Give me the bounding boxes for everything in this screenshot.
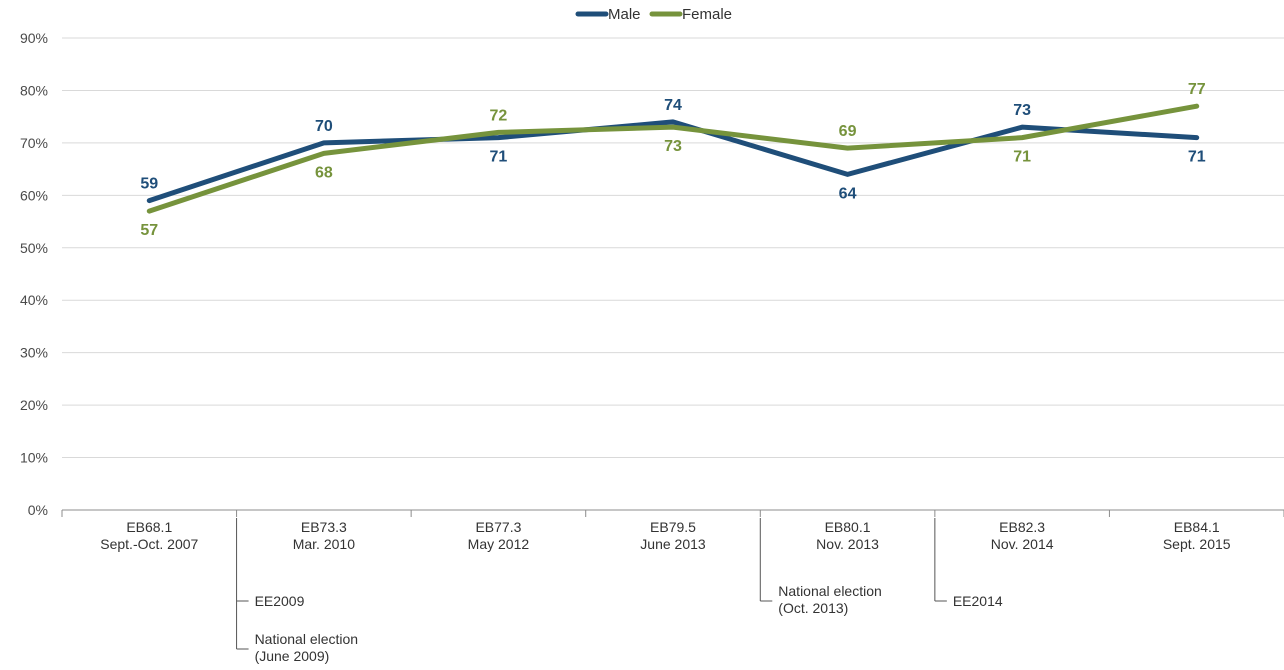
data-label-male: 73 <box>1013 102 1031 119</box>
data-label-male: 71 <box>490 149 508 166</box>
y-tick-label: 40% <box>20 292 48 308</box>
legend-label-male: Male <box>608 6 641 23</box>
y-tick-label: 70% <box>20 135 48 151</box>
data-label-female: 71 <box>1013 149 1031 166</box>
legend-label-female: Female <box>682 6 732 23</box>
x-tick-label: EB68.1 Sept.-Oct. 2007 <box>100 519 198 552</box>
data-label-female: 69 <box>839 123 857 140</box>
x-tick-label: EB82.3 Nov. 2014 <box>991 519 1054 552</box>
annotation-label: National election (June 2009) <box>255 631 359 664</box>
y-tick-label: 0% <box>28 502 48 518</box>
y-tick-label: 30% <box>20 345 48 361</box>
event-annotations: EE2009 National election (June 2009) Nation… <box>236 518 1003 664</box>
x-tick-label: EB84.1 Sept. 2015 <box>1163 519 1231 552</box>
x-tick-label: EB79.5 June 2013 <box>640 519 706 552</box>
series-line-male <box>146 119 1200 204</box>
y-tick-label: 90% <box>20 30 48 46</box>
data-label-female: 57 <box>140 222 158 239</box>
x-tick-label: EB80.1 Nov. 2013 <box>816 519 879 552</box>
data-label-male: 70 <box>315 118 333 135</box>
data-label-female: 77 <box>1188 81 1206 98</box>
annotation-label: EE2014 <box>953 593 1003 609</box>
annotation-label: EE2009 <box>255 593 305 609</box>
y-axis: 0% 10% 20% 30% 40% 50% 60% 70% 80% 90% <box>20 30 48 518</box>
data-label-male: 64 <box>839 185 857 202</box>
y-tick-label: 10% <box>20 450 48 466</box>
gridlines <box>62 37 1284 459</box>
data-label-female: 72 <box>490 107 508 124</box>
data-label-female: 68 <box>315 164 333 181</box>
x-axis: EB68.1 Sept.-Oct. 2007 EB73.3 Mar. 2010 EB77… <box>61 509 1284 552</box>
data-label-female: 73 <box>664 138 682 155</box>
data-label-male: 59 <box>140 176 158 193</box>
y-tick-label: 80% <box>20 82 48 98</box>
data-labels: 59 70 71 74 64 73 71 57 68 72 73 69 71 77 <box>140 81 1205 239</box>
y-tick-label: 50% <box>20 240 48 256</box>
annotation-label: National election (Oct. 2013) <box>778 583 882 616</box>
data-label-male: 74 <box>664 97 682 114</box>
data-label-male: 71 <box>1188 149 1206 166</box>
chart-legend: Male Female <box>575 6 732 23</box>
series-line-female <box>146 103 1200 214</box>
y-tick-label: 60% <box>20 187 48 203</box>
x-tick-label: EB73.3 Mar. 2010 <box>293 519 355 552</box>
y-tick-label: 20% <box>20 397 48 413</box>
x-tick-label: EB77.3 May 2012 <box>468 519 530 552</box>
series-lines <box>146 103 1200 214</box>
